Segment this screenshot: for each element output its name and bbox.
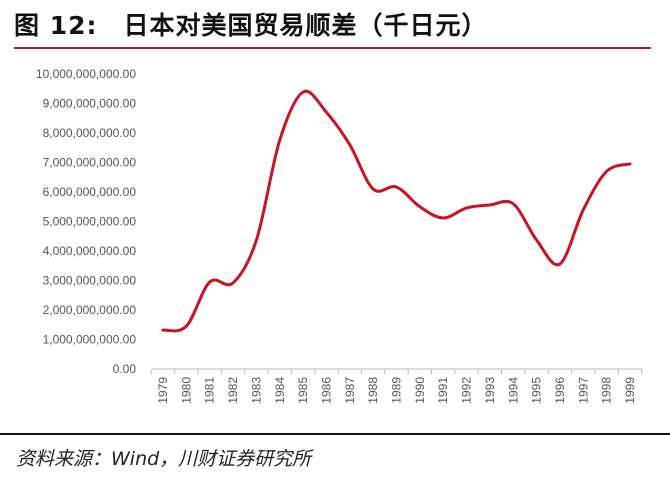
y-tick-label: 6,000,000,000.00: [43, 185, 137, 199]
x-tick-label: 1994: [506, 377, 520, 404]
x-tick-label: 1992: [460, 377, 474, 404]
y-tick-label: 7,000,000,000.00: [43, 156, 137, 170]
y-tick-label: 0.00: [113, 362, 137, 376]
x-tick-label: 1989: [390, 377, 404, 404]
y-tick-label: 10,000,000,000.00: [36, 67, 136, 81]
y-tick-label: 4,000,000,000.00: [43, 244, 137, 258]
figure-label: 图 12:: [14, 11, 98, 40]
x-tick-label: 1993: [483, 377, 497, 404]
x-tick-label: 1986: [319, 377, 333, 404]
x-tick-label: 1991: [436, 377, 450, 404]
x-tick-label: 1995: [530, 377, 544, 404]
x-tick-label: 1984: [273, 377, 287, 404]
x-tick-label: 1987: [343, 377, 357, 404]
x-tick-label: 1996: [553, 377, 567, 404]
x-tick-label: 1988: [366, 377, 380, 404]
x-tick-label: 1997: [576, 377, 590, 404]
title-divider: [14, 47, 651, 49]
title-text: 日本对美国贸易顺差（千日元）: [123, 11, 488, 40]
x-tick-label: 1990: [413, 377, 427, 404]
x-tick-label: 1980: [179, 377, 193, 404]
x-tick-label: 1982: [226, 377, 240, 404]
x-tick-label: 1981: [203, 377, 217, 404]
x-tick-label: 1979: [156, 377, 170, 404]
chart-title: 图 12: 日本对美国贸易顺差（千日元）: [14, 6, 488, 42]
x-tick-label: 1985: [296, 377, 310, 404]
y-tick-label: 9,000,000,000.00: [43, 97, 137, 111]
y-tick-label: 2,000,000,000.00: [43, 303, 137, 317]
y-tick-label: 3,000,000,000.00: [43, 274, 137, 288]
footer-divider: [0, 433, 670, 435]
y-tick-label: 8,000,000,000.00: [43, 126, 137, 140]
series-line: [161, 89, 632, 333]
x-tick-label: 1999: [623, 377, 637, 404]
x-tick-label: 1998: [600, 377, 614, 404]
y-tick-label: 1,000,000,000.00: [43, 333, 137, 347]
x-tick-label: 1983: [249, 377, 263, 404]
line-chart: 0.00 1,000,000,000.00 2,000,000,000.00 3,00…: [36, 67, 643, 404]
source-note: 资料来源：Wind，川财证券研究所: [16, 448, 312, 470]
y-tick-label: 5,000,000,000.00: [43, 215, 137, 229]
